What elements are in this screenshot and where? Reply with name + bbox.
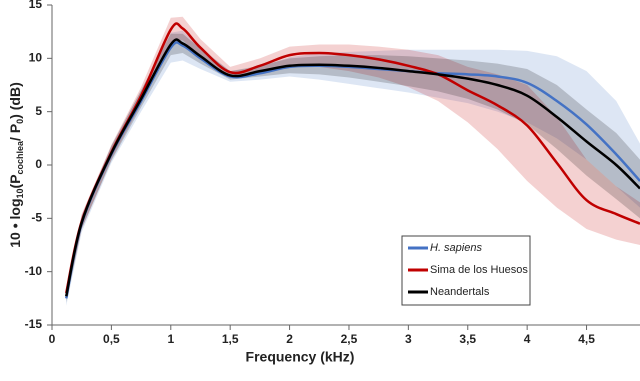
y-axis-label-part: (P (7, 174, 23, 188)
y-axis-label-part: / P (7, 124, 23, 141)
y-tick-label: -15 (25, 317, 43, 331)
y-tick-label: 5 (35, 104, 42, 118)
confidence-band (66, 30, 640, 306)
y-tick-label: 10 (29, 51, 43, 65)
x-tick-label: 1,5 (222, 332, 239, 346)
x-tick-label: 2,5 (341, 332, 358, 346)
legend-label: H. sapiens (430, 242, 482, 254)
y-axis-label-part: 10 (15, 188, 25, 198)
series-line (65, 22, 640, 294)
y-tick-label: -10 (25, 264, 43, 278)
y-tick-label: 0 (35, 157, 42, 171)
x-tick-label: 2 (286, 332, 293, 346)
x-axis-label: Frequency (kHz) (246, 349, 355, 365)
y-tick-label: 15 (29, 0, 43, 11)
y-tick-label: -5 (31, 211, 42, 225)
plot-area (65, 16, 640, 306)
confidence-band (66, 16, 640, 300)
x-tick-label: 3 (405, 332, 412, 346)
y-axis-label-part: ) (dB) (7, 82, 23, 119)
x-tick-label: 3,5 (459, 332, 476, 346)
y-axis-label-part: 0 (15, 119, 25, 124)
x-tick-label: 4,5 (578, 332, 595, 346)
legend-label: Neandertals (430, 286, 490, 298)
x-tick-label: 0 (49, 332, 56, 346)
x-tick-label: 1 (167, 332, 174, 346)
y-axis-label-part: cochlea (15, 140, 25, 175)
series-line (65, 38, 640, 297)
confidence-band (66, 33, 640, 303)
x-tick-label: 4 (524, 332, 531, 346)
y-axis-label-part: 10 • log (7, 198, 23, 247)
legend-label: Sima de los Huesos (430, 264, 528, 276)
y-axis-label: 10 • log10(Pcochlea/ P0) (dB) (7, 82, 26, 247)
x-tick-label: 0,5 (103, 332, 120, 346)
